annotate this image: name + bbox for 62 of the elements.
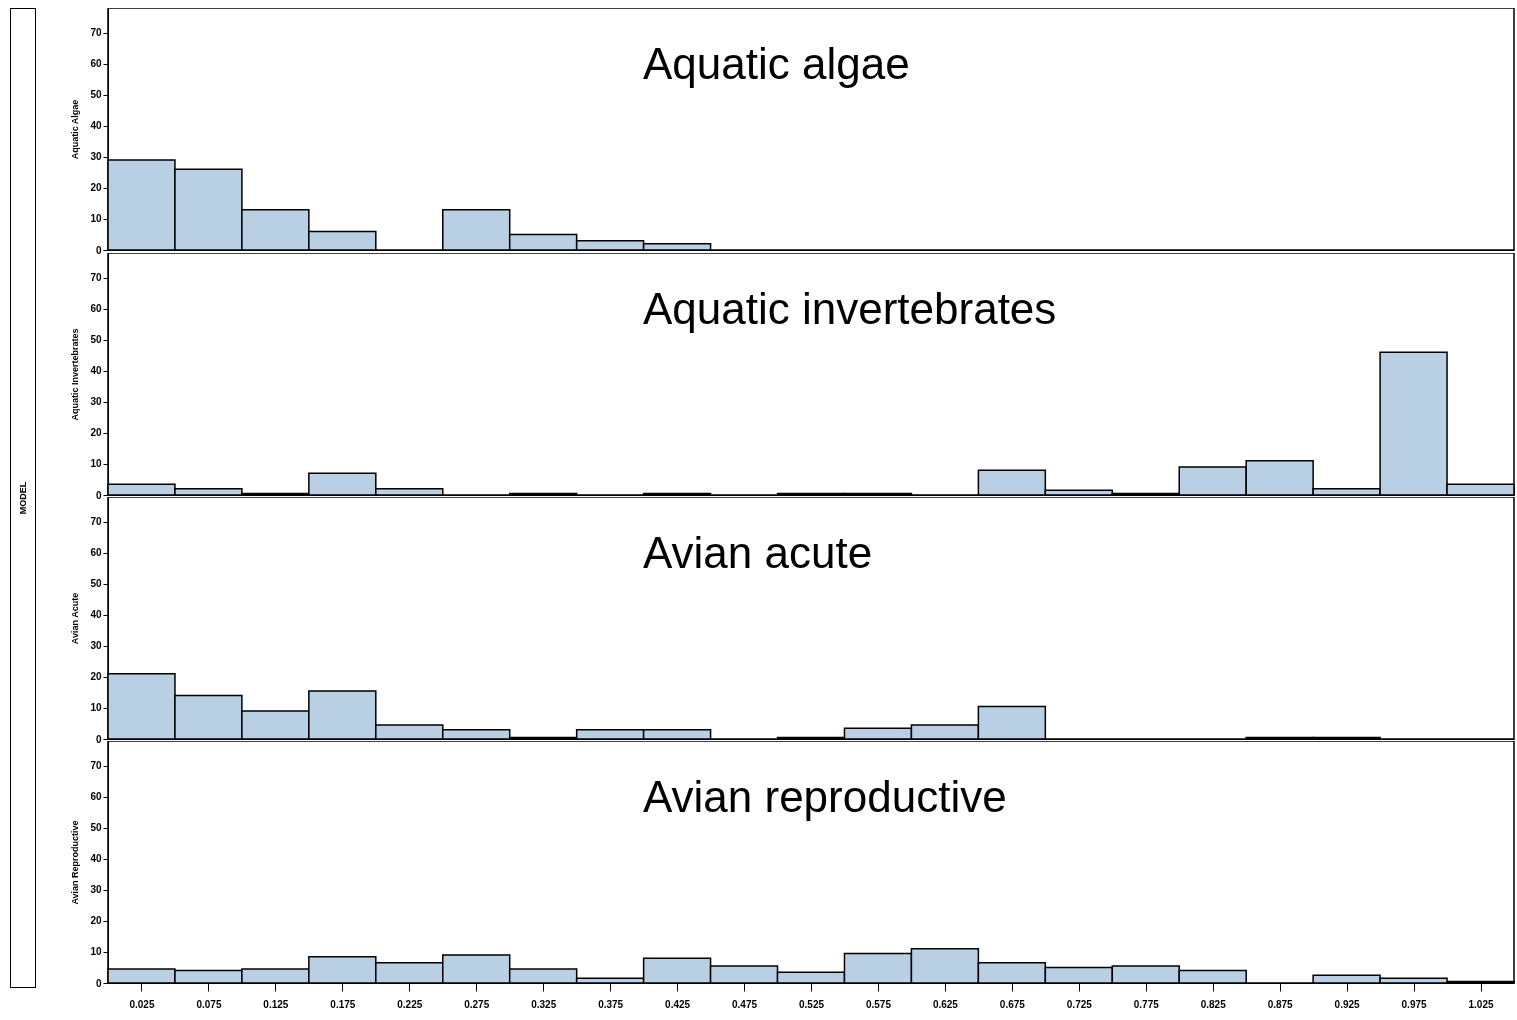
y-tick-label: 70: [90, 760, 102, 772]
x-tick-label: 0.625: [932, 998, 959, 1010]
x-tick-label: 0.775: [1133, 998, 1160, 1010]
x-tick-label: 0.375: [598, 998, 624, 1010]
y-tick-label: 0: [95, 733, 102, 745]
x-tick-label: 0.525: [798, 998, 825, 1010]
x-tick-label: 0.875: [1267, 998, 1294, 1010]
y-tick-label: 50: [90, 822, 102, 834]
y-tick-label: 30: [90, 884, 102, 896]
y-tick-label: 60: [90, 547, 102, 559]
x-tick-label: 0.575: [865, 998, 892, 1010]
x-tick-label: 0.175: [330, 998, 356, 1010]
y-tick-label: 20: [90, 671, 102, 683]
y-tick-label: 0: [95, 489, 102, 501]
y-tick-label: 30: [90, 151, 102, 163]
y-tick-label: 30: [90, 396, 102, 408]
text: Avian acute: [643, 528, 873, 577]
y-tick-label: 50: [90, 578, 102, 590]
y-tick-label: 60: [90, 58, 102, 70]
x-tick-label: 0.675: [999, 998, 1026, 1010]
x-tick-label: 0.025: [129, 998, 155, 1010]
y-tick-label: 0: [95, 244, 102, 256]
text: Avian reproductive: [643, 772, 1007, 821]
text: MODEL: [18, 481, 28, 515]
y-tick-label: 0: [95, 977, 102, 989]
y-axis-title: Avian Acute: [70, 592, 81, 645]
text: Aquatic algae: [643, 39, 910, 88]
y-axis-title: Aquatic Algae: [70, 99, 81, 160]
x-tick-label: 0.925: [1334, 998, 1361, 1010]
x-tick-label: 0.425: [665, 998, 691, 1010]
y-tick-label: 20: [90, 427, 102, 439]
x-tick-label: 0.075: [196, 998, 222, 1010]
y-tick-label: 20: [90, 915, 102, 927]
y-tick-label: 10: [90, 213, 102, 225]
y-axis-title: Avian Reproductive: [70, 820, 81, 905]
y-tick-label: 20: [90, 182, 102, 194]
x-tick-label: 0.475: [732, 998, 758, 1010]
y-tick-label: 10: [90, 702, 102, 714]
y-tick-label: 40: [90, 120, 102, 132]
y-tick-label: 40: [90, 853, 102, 865]
y-tick-label: 70: [90, 516, 102, 528]
x-tick-label: 1.025: [1468, 998, 1494, 1010]
y-tick-label: 50: [90, 334, 102, 346]
y-tick-label: 10: [90, 946, 102, 958]
y-tick-label: 70: [90, 272, 102, 284]
y-tick-label: 40: [90, 609, 102, 621]
y-tick-label: 40: [90, 365, 102, 377]
y-tick-label: 10: [90, 458, 102, 470]
x-tick-label: 0.725: [1066, 998, 1093, 1010]
x-tick-label: 0.975: [1401, 998, 1428, 1010]
x-tick-label: 0.225: [397, 998, 423, 1010]
text: Aquatic invertebrates: [643, 284, 1057, 333]
y-tick-label: 50: [90, 89, 102, 101]
x-tick-label: 0.125: [263, 998, 289, 1010]
x-tick-label: 0.275: [464, 998, 490, 1010]
y-tick-label: 60: [90, 303, 102, 315]
y-axis-title: Aquatic Invertebrates: [70, 328, 81, 421]
x-tick-label: 0.325: [531, 998, 557, 1010]
y-tick-label: 30: [90, 640, 102, 652]
y-tick-label: 60: [90, 791, 102, 803]
y-tick-label: 70: [90, 27, 102, 39]
x-tick-label: 0.825: [1200, 998, 1227, 1010]
